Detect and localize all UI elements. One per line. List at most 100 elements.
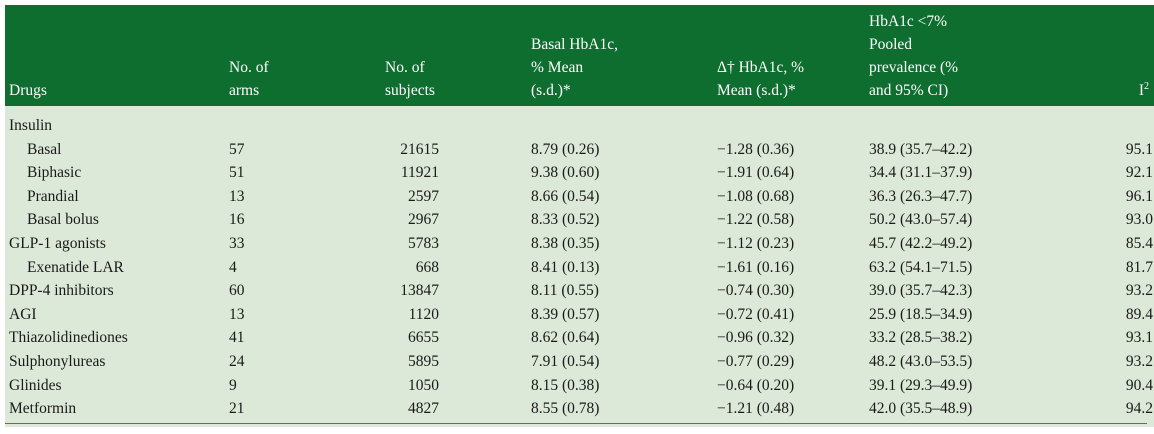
cell-pooled-prevalence: 25.9 (18.5–34.9): [869, 305, 973, 323]
cell-subjects: 4827: [408, 400, 439, 418]
cell-basal-hba1c: 8.15 (0.38): [531, 376, 600, 394]
cell-i2: 94.2: [1125, 400, 1153, 418]
cell-drug: Basal bolus: [27, 211, 99, 229]
cell-delta-hba1c: −0.96 (0.32): [717, 329, 795, 347]
cell-i2: 81.7: [1125, 258, 1153, 276]
cell-drug: DPP-4 inhibitors: [9, 282, 114, 300]
cell-delta-hba1c: −1.12 (0.23): [717, 234, 795, 252]
cell-i2: 89.4: [1125, 305, 1153, 323]
cell-delta-hba1c: −1.21 (0.48): [717, 400, 795, 418]
cell-basal-hba1c: 8.33 (0.52): [531, 211, 600, 229]
cell-delta-hba1c: [675, 106, 855, 138]
table-row: Basal 57 21615 8.79 (0.26) −1.28 (0.36) 38.9 …: [5, 138, 1154, 162]
cell-pooled-prevalence: 45.7 (42.2–49.2): [869, 234, 973, 252]
header-row: Drugs No. of arms No. of subjects Basal Hb…: [5, 5, 1154, 106]
cell-drug: Insulin: [9, 117, 53, 134]
cell-subjects: 1120: [408, 305, 439, 323]
hba1c-table: Drugs No. of arms No. of subjects Basal Hb…: [5, 5, 1154, 427]
cell-arms: 33: [229, 234, 245, 252]
cell-pooled-prevalence: 50.2 (43.0–57.4): [869, 211, 973, 229]
cell-arms: 9: [229, 376, 237, 394]
cell-arms: [219, 106, 333, 138]
cell-drug: Basal: [27, 140, 62, 158]
table-body: Insulin Basal 57 21615 8.79 (0.26) −1.28 (0.3…: [5, 106, 1154, 427]
cell-subjects: 21615: [400, 140, 439, 158]
table-row: Insulin: [5, 106, 1154, 138]
cell-i2: 90.4: [1125, 376, 1153, 394]
table-row: Glinides 9 1050 8.15 (0.38) −0.64 (0.20) 39.1…: [5, 374, 1154, 398]
cell-subjects: 668: [415, 258, 439, 276]
cell-pooled-prevalence: [855, 106, 1055, 138]
table-header: Drugs No. of arms No. of subjects Basal Hb…: [5, 5, 1154, 106]
table-row: AGI 13 1120 8.39 (0.57) −0.72 (0.41) 25.9 (18…: [5, 303, 1154, 327]
cell-i2: 96.1: [1125, 187, 1153, 205]
cell-basal-hba1c: 9.38 (0.60): [531, 164, 600, 182]
cell-i2: 93.0: [1125, 211, 1153, 229]
cell-arms: 13: [229, 187, 245, 205]
cell-basal-hba1c: 8.55 (0.78): [531, 400, 600, 418]
cell-pooled-prevalence: 34.4 (31.1–37.9): [869, 164, 973, 182]
cell-basal-hba1c: 8.66 (0.54): [531, 187, 600, 205]
cell-basal-hba1c: 8.11 (0.55): [531, 282, 599, 300]
cell-subjects: 2597: [408, 187, 439, 205]
cell-delta-hba1c: −1.08 (0.68): [717, 187, 795, 205]
table-row: Metformin 21 4827 8.55 (0.78) −1.21 (0.48) 42…: [5, 397, 1154, 427]
cell-basal-hba1c: 7.91 (0.54): [531, 352, 600, 370]
header-basal-hba1c: Basal HbA1c,% Mean (s.d.)*: [531, 36, 618, 99]
table-row: Sulphonylureas 24 5895 7.91 (0.54) −0.77 (0.…: [5, 350, 1154, 374]
cell-i2: [1055, 106, 1154, 138]
table-row: Exenatide LAR 4 668 8.41 (0.13) −1.61 (0.16)…: [5, 256, 1154, 280]
cell-drug: Glinides: [9, 376, 62, 394]
cell-subjects: 6655: [408, 329, 439, 347]
cell-basal-hba1c: [487, 106, 675, 138]
cell-i2: 93.1: [1125, 329, 1153, 347]
cell-basal-hba1c: 8.38 (0.35): [531, 234, 600, 252]
cell-drug: GLP-1 agonists: [9, 234, 106, 252]
cell-drug: Sulphonylureas: [9, 352, 106, 370]
cell-i2: 92.1: [1125, 164, 1153, 182]
cell-basal-hba1c: 8.39 (0.57): [531, 305, 600, 323]
cell-pooled-prevalence: 36.3 (26.3–47.7): [869, 187, 973, 205]
cell-basal-hba1c: 8.79 (0.26): [531, 140, 600, 158]
cell-pooled-prevalence: 39.0 (35.7–42.3): [869, 282, 973, 300]
cell-i2: 85.4: [1125, 234, 1153, 252]
header-delta-hba1c: Δ† HbA1c, % Mean (s.d.)*: [717, 59, 805, 99]
cell-basal-hba1c: 8.41 (0.13): [531, 258, 600, 276]
cell-delta-hba1c: −0.77 (0.29): [717, 352, 795, 370]
table-row: Prandial 13 2597 8.66 (0.54) −1.08 (0.68) 36.…: [5, 185, 1154, 209]
cell-subjects: 5783: [408, 234, 439, 252]
cell-arms: 41: [229, 329, 245, 347]
cell-drug: Exenatide LAR: [27, 258, 124, 276]
cell-drug: Biphasic: [27, 164, 82, 182]
header-pooled-prevalence: HbA1c <7% Pooled prevalence (% and 95% CI): [869, 13, 959, 99]
cell-i2: 95.1: [1125, 140, 1153, 158]
table-row: GLP-1 agonists 33 5783 8.38 (0.35) −1.12 (0.…: [5, 232, 1154, 256]
cell-delta-hba1c: −1.28 (0.36): [717, 140, 795, 158]
cell-subjects: 11921: [400, 164, 439, 182]
cell-drug: Metformin: [9, 400, 77, 418]
cell-i2: 93.2: [1125, 352, 1153, 370]
cell-pooled-prevalence: 39.1 (29.3–49.9): [869, 376, 973, 394]
cell-arms: 16: [229, 211, 245, 229]
cell-i2: 93.2: [1125, 282, 1153, 300]
cell-arms: 51: [229, 164, 245, 182]
cell-arms: 13: [229, 305, 245, 323]
cell-arms: 57: [229, 140, 245, 158]
header-i2: I2: [1138, 80, 1149, 99]
cell-delta-hba1c: −1.61 (0.16): [717, 258, 795, 276]
table-row: Biphasic 51 11921 9.38 (0.60) −1.91 (0.64) 34…: [5, 161, 1154, 185]
header-subjects: No. of subjects: [385, 59, 435, 99]
cell-subjects: 2967: [408, 211, 439, 229]
cell-drug: AGI: [9, 305, 37, 323]
cell-pooled-prevalence: 63.2 (54.1–71.5): [869, 258, 973, 276]
table-row: Basal bolus 16 2967 8.33 (0.52) −1.22 (0.58)…: [5, 208, 1154, 232]
cell-arms: 24: [229, 352, 245, 370]
cell-drug: Thiazolidinediones: [9, 329, 128, 347]
cell-delta-hba1c: −1.91 (0.64): [717, 164, 795, 182]
cell-arms: 21: [229, 400, 245, 418]
table-row: Thiazolidinediones 41 6655 8.62 (0.64) −0.96…: [5, 326, 1154, 350]
cell-arms: 4: [229, 258, 237, 276]
cell-arms: 60: [229, 282, 245, 300]
cell-subjects: 13847: [400, 282, 439, 300]
cell-delta-hba1c: −1.22 (0.58): [717, 211, 795, 229]
